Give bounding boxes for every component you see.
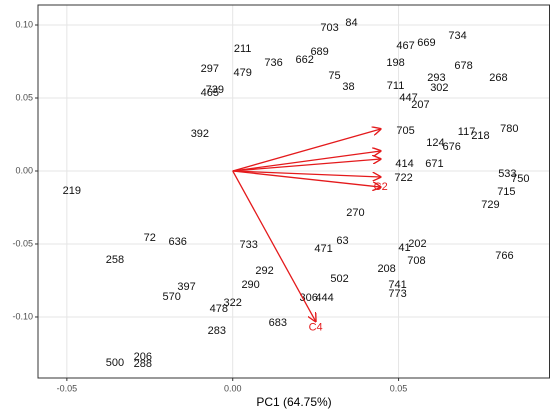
point-label: 392 <box>191 128 209 140</box>
point-label: 678 <box>454 60 472 72</box>
point-label: 198 <box>386 57 404 69</box>
point-label: 671 <box>425 158 443 170</box>
point-label: 322 <box>224 297 242 309</box>
point-label: 124 <box>426 137 444 149</box>
point-label: 447 <box>399 92 417 104</box>
point-label: 465 <box>201 87 219 99</box>
point-label: 715 <box>497 186 515 198</box>
point-label: 736 <box>264 57 282 69</box>
x-axis-label: PC1 (64.75%) <box>256 395 331 409</box>
point-label: 750 <box>511 173 529 185</box>
point-label: 72 <box>144 232 156 244</box>
point-label: 711 <box>387 80 405 92</box>
point-label: 75 <box>328 70 340 82</box>
point-label: 444 <box>315 292 333 304</box>
x-tick-label: 0.00 <box>224 383 242 393</box>
point-label: 780 <box>500 123 518 135</box>
loading-arrow <box>232 159 381 172</box>
point-label: 202 <box>408 238 426 250</box>
point-label: 117 <box>458 126 476 138</box>
point-label: 669 <box>417 37 435 49</box>
point-label: 207 <box>411 99 429 111</box>
point-label: 766 <box>495 250 513 262</box>
loading-arrow <box>232 170 381 187</box>
point-label: 676 <box>442 141 460 153</box>
y-tick-label: -0.05 <box>12 238 33 248</box>
point-label: 292 <box>255 265 273 277</box>
y-tick-label: 0.10 <box>15 19 33 29</box>
point-label: 502 <box>330 273 348 285</box>
arrow-label: C4 <box>309 321 323 333</box>
plot-background <box>38 5 550 378</box>
loading-arrow <box>232 129 381 172</box>
point-label: 206 <box>134 351 152 363</box>
point-label: 467 <box>396 40 414 52</box>
point-label: 722 <box>394 172 412 184</box>
point-label: 703 <box>320 22 338 34</box>
point-label: 683 <box>269 317 287 329</box>
point-label: 63 <box>336 235 348 247</box>
point-label: 708 <box>407 255 425 267</box>
point-label: 211 <box>234 43 252 55</box>
point-label: 302 <box>430 82 448 94</box>
point-label: 741 <box>388 279 406 291</box>
point-label: 38 <box>342 81 354 93</box>
arrow-label: C2 <box>374 181 388 193</box>
point-label: 258 <box>106 254 124 266</box>
point-label: 733 <box>239 239 257 251</box>
point-label: 84 <box>345 17 357 29</box>
point-label: 297 <box>201 63 219 75</box>
y-tick-label: 0.05 <box>15 92 33 102</box>
point-label: 570 <box>163 291 181 303</box>
loading-arrow <box>232 170 316 321</box>
point-label: 773 <box>388 288 406 300</box>
loading-arrow <box>232 151 381 172</box>
point-label: 478 <box>210 303 228 315</box>
point-label: 500 <box>106 357 124 369</box>
loading-arrow <box>232 170 381 177</box>
point-label: 268 <box>489 72 507 84</box>
point-label: 283 <box>208 325 226 337</box>
point-label: 734 <box>448 30 466 42</box>
point-label: 729 <box>481 199 499 211</box>
point-label: 208 <box>377 263 395 275</box>
y-tick-label: -0.10 <box>12 311 33 321</box>
point-label: 479 <box>233 67 251 79</box>
point-label: 270 <box>346 207 364 219</box>
x-tick-label: 0.05 <box>390 383 408 393</box>
point-label: 414 <box>395 158 413 170</box>
point-label: 662 <box>296 54 314 66</box>
point-label: 636 <box>168 236 186 248</box>
point-label: 739 <box>206 84 224 96</box>
point-label: 288 <box>134 358 152 370</box>
point-label: 218 <box>471 130 489 142</box>
point-label: 397 <box>177 281 195 293</box>
x-tick-label: -0.05 <box>57 383 78 393</box>
point-label: 533 <box>498 168 516 180</box>
point-label: 293 <box>427 72 445 84</box>
point-label: 471 <box>314 243 332 255</box>
point-label: 41 <box>398 242 410 254</box>
y-tick-label: 0.00 <box>15 165 33 175</box>
point-label: 219 <box>63 185 81 197</box>
point-label: 290 <box>241 279 259 291</box>
point-label: 689 <box>310 46 328 58</box>
point-label: 705 <box>396 125 414 137</box>
